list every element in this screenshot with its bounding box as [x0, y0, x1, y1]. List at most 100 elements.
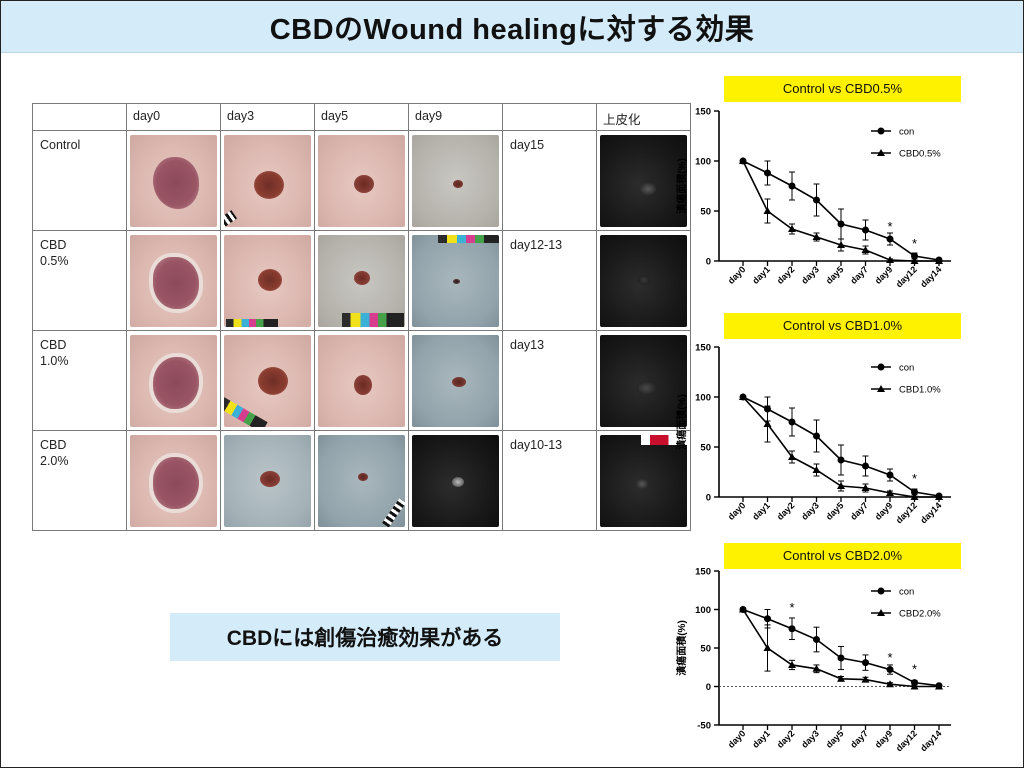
x-tick-label: day0 [726, 264, 748, 286]
row-label-sub: 0.5% [40, 254, 69, 268]
row-label: CBD [40, 438, 67, 452]
y-tick-label: 100 [695, 157, 711, 168]
legend-label: CBD0.5% [899, 149, 941, 160]
x-tick-label: day7 [848, 500, 870, 522]
x-tick-label: day12 [894, 500, 919, 525]
x-tick-label: day3 [799, 728, 821, 750]
data-point [788, 225, 796, 232]
x-tick-label: day2 [775, 500, 797, 522]
x-tick-label: day7 [848, 264, 870, 286]
significance-marker: * [789, 600, 794, 615]
x-tick-label: day9 [873, 500, 895, 522]
legend-marker [877, 127, 885, 135]
data-point [813, 196, 820, 204]
epithelialization-day: day10-13 [510, 438, 563, 452]
epithelialization-day-cell: day10-13 [502, 430, 597, 531]
photo-cell [220, 430, 315, 531]
y-tick-label: 0 [706, 682, 711, 693]
significance-marker: * [912, 471, 917, 486]
data-point [739, 157, 747, 164]
data-point [788, 625, 796, 633]
photo-cell [126, 430, 221, 531]
chart-cbd-0-5: 0 50 100 150 潰瘍面積(%) day0 day1 day2 day3 day5 day7… [675, 107, 951, 289]
wound-photo [130, 235, 217, 327]
table-row-cbd-0-5: CBD 0.5% day12-13 [32, 230, 691, 331]
x-tick-label: day5 [824, 500, 846, 522]
x-tick-label: day2 [775, 264, 797, 286]
header-cell-day9: day9 [408, 103, 503, 131]
healed-photo [600, 335, 687, 427]
title-bar: CBDのWound healingに対する効果 [1, 1, 1023, 53]
healed-photo [600, 435, 687, 527]
chart-title-cbd-0-5: Control vs CBD0.5% [724, 76, 961, 102]
wound-photo [130, 135, 217, 227]
y-tick-label: -50 [697, 721, 711, 732]
photo-cell [220, 330, 315, 431]
row-label: CBD [40, 238, 67, 252]
legend-marker [877, 587, 885, 595]
data-point [837, 220, 845, 228]
data-point [886, 256, 894, 263]
y-tick-label: 50 [700, 644, 711, 655]
chart-title-cbd-1-0: Control vs CBD1.0% [724, 313, 961, 339]
x-tick-label: day14 [918, 264, 943, 289]
wound-photo [318, 335, 405, 427]
photo-cell [126, 130, 221, 231]
photo-cell [220, 130, 315, 231]
photo-cell [408, 330, 503, 431]
photo-cell [126, 330, 221, 431]
wound-photo-table: day0 day3 day5 day9 上皮化 Control day15 CB… [32, 103, 691, 531]
wound-photo [318, 135, 405, 227]
data-point [910, 682, 919, 690]
x-tick-label: day5 [824, 728, 846, 750]
header-cell-day3: day3 [220, 103, 315, 131]
data-point [788, 453, 796, 460]
data-point [837, 241, 845, 248]
x-tick-label: day14 [918, 728, 943, 753]
wound-photo [318, 435, 405, 527]
y-axis-label: 潰瘍面積(%) [675, 394, 688, 450]
y-axis-label: 潰瘍面積(%) [675, 158, 688, 214]
data-point [935, 682, 943, 690]
epithelialization-day-cell: day13 [502, 330, 597, 431]
data-point [764, 169, 771, 177]
data-point [837, 674, 845, 682]
data-point [764, 615, 771, 623]
header-cell-day5: day5 [314, 103, 409, 131]
table-row-cbd-2-0: CBD 2.0% day10-13 [32, 430, 691, 531]
data-point [886, 666, 894, 674]
data-point [886, 471, 894, 479]
x-tick-label: day9 [873, 728, 895, 750]
data-point [886, 489, 894, 496]
epithelialization-day: day12-13 [510, 238, 563, 252]
data-point [812, 233, 821, 240]
row-label-sub: 1.0% [40, 354, 69, 368]
data-point [812, 466, 821, 473]
photo-cell [596, 130, 691, 231]
data-point [763, 644, 772, 651]
wound-photo [318, 235, 405, 327]
healed-photo [600, 135, 687, 227]
row-label-sub: 2.0% [40, 454, 69, 468]
x-tick-label: day1 [750, 728, 772, 750]
legend-marker [877, 149, 885, 156]
data-point [837, 482, 845, 489]
y-tick-label: 0 [706, 493, 711, 504]
conclusion-text: CBDには創傷治癒効果がある [226, 627, 504, 650]
y-tick-label: 150 [695, 343, 711, 354]
data-point [763, 207, 772, 214]
data-point [837, 456, 845, 464]
photo-cell [596, 230, 691, 331]
data-point [886, 235, 894, 243]
photo-cell [220, 230, 315, 331]
photo-cell [314, 230, 409, 331]
x-tick-label: day1 [750, 264, 772, 286]
data-point [739, 393, 747, 400]
photo-cell [314, 330, 409, 431]
wound-photo [412, 235, 499, 327]
legend-label: con [899, 363, 914, 374]
legend-marker [877, 609, 885, 616]
significance-marker: * [912, 236, 917, 251]
wound-photo [412, 135, 499, 227]
